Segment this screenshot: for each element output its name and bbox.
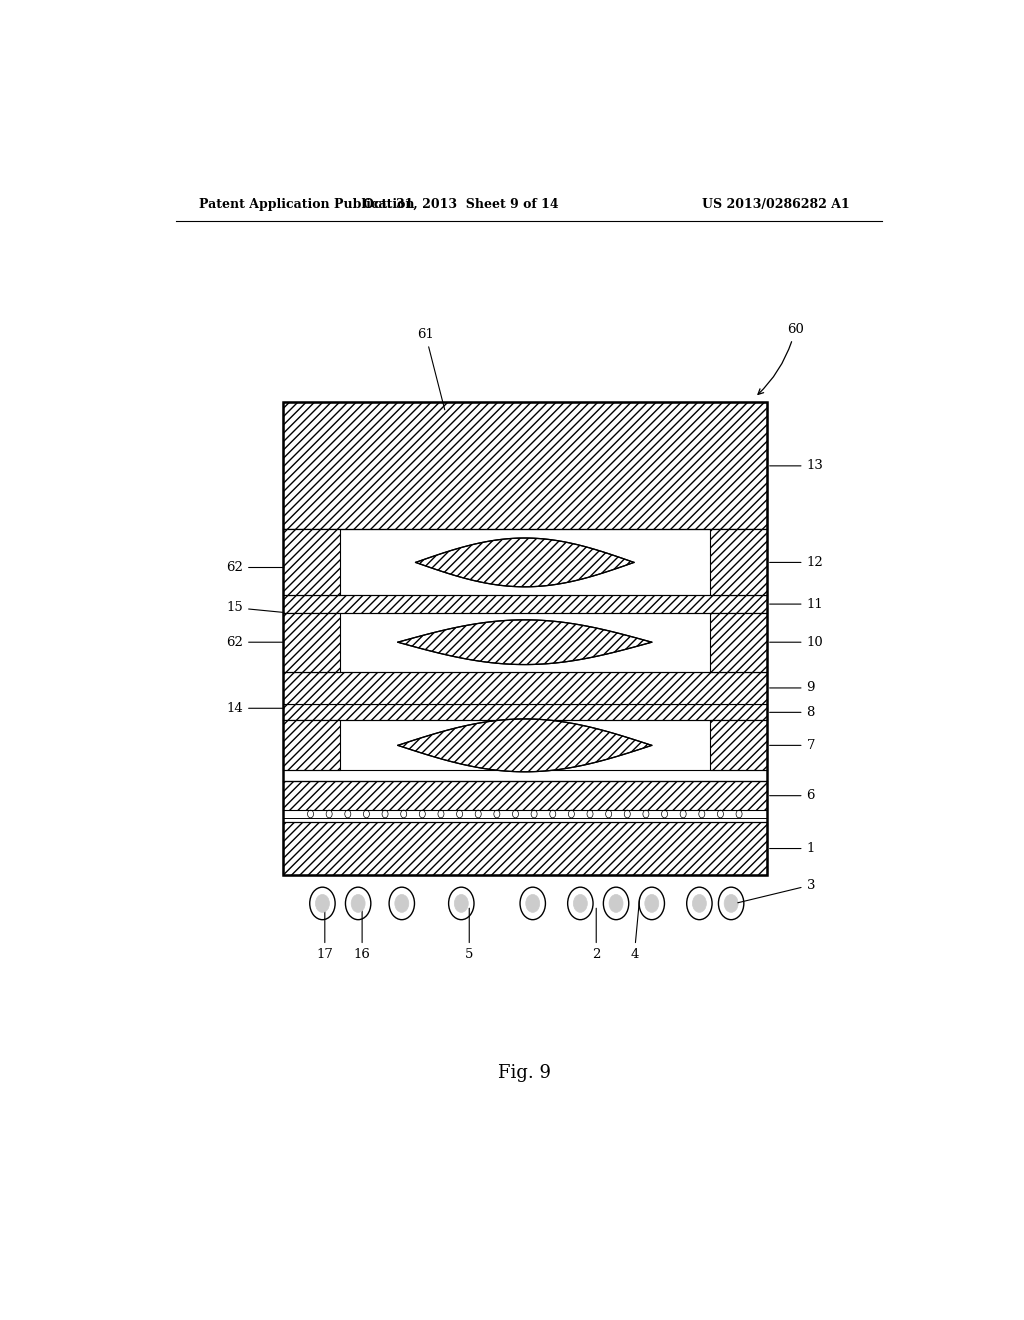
Text: 7: 7 [770,739,815,752]
Bar [283,403,767,875]
Bar [283,595,767,612]
Circle shape [455,895,468,912]
Text: 62: 62 [226,636,284,648]
Text: 15: 15 [226,601,284,614]
Text: 10: 10 [770,636,823,648]
Circle shape [525,895,540,912]
Text: Patent Application Publication: Patent Application Publication [200,198,415,211]
Bar [283,403,767,529]
Text: 14: 14 [226,702,284,714]
Circle shape [351,895,366,912]
Circle shape [395,895,409,912]
Text: 2: 2 [592,908,600,961]
Bar [710,529,767,595]
Text: 3: 3 [738,879,815,903]
Text: Oct. 31, 2013  Sheet 9 of 14: Oct. 31, 2013 Sheet 9 of 14 [364,198,559,211]
Text: 1: 1 [770,842,815,855]
Text: 13: 13 [770,459,823,473]
Bar [710,612,767,672]
Circle shape [573,895,588,912]
Circle shape [692,895,707,912]
Text: 5: 5 [465,908,473,961]
Text: US 2013/0286282 A1: US 2013/0286282 A1 [702,198,850,211]
Bar [283,781,767,810]
Circle shape [724,895,738,912]
Circle shape [315,895,330,912]
Bar [283,529,340,595]
Text: 9: 9 [770,681,815,694]
Text: 4: 4 [630,898,640,961]
Bar [283,822,767,875]
Circle shape [645,895,658,912]
Text: 8: 8 [770,706,815,719]
Polygon shape [397,620,651,664]
Polygon shape [416,539,634,587]
Polygon shape [397,719,651,772]
Text: Fig. 9: Fig. 9 [499,1064,551,1082]
Circle shape [609,895,623,912]
Text: 62: 62 [226,561,284,574]
Bar [283,612,340,672]
Text: 17: 17 [316,908,333,961]
Text: 11: 11 [770,598,823,611]
Text: 16: 16 [353,908,371,961]
Text: 60: 60 [758,323,804,395]
Bar [283,704,767,721]
Bar [283,672,767,704]
Bar [710,721,767,771]
Text: 61: 61 [417,329,444,409]
Text: 12: 12 [770,556,823,569]
Text: 6: 6 [770,789,815,803]
Bar [283,721,340,771]
